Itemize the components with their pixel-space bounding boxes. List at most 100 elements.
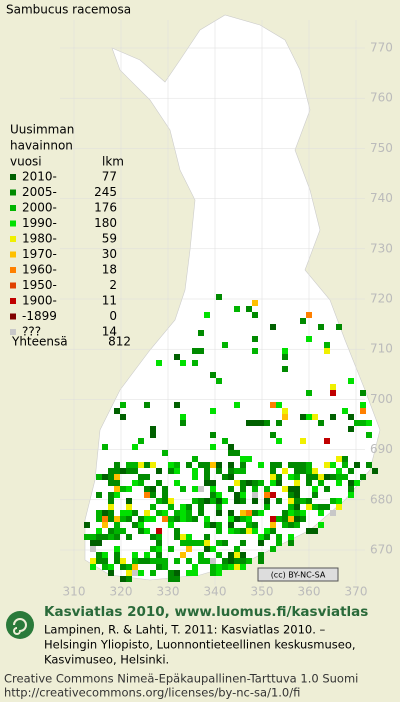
observation-square <box>264 492 270 498</box>
observation-square <box>210 558 216 564</box>
legend-swatch <box>10 282 16 289</box>
observation-square <box>252 348 258 354</box>
observation-square <box>312 504 318 510</box>
observation-square <box>192 456 198 462</box>
observation-square <box>156 534 162 540</box>
observation-square <box>144 486 150 492</box>
observation-square <box>192 570 198 576</box>
observation-square <box>240 468 246 474</box>
observation-square <box>294 516 300 522</box>
observation-square <box>258 552 264 558</box>
observation-square <box>240 516 246 522</box>
observation-square <box>270 432 276 438</box>
logo-spiral <box>13 618 27 635</box>
observation-square <box>210 564 216 570</box>
observation-square <box>330 390 336 396</box>
map-title: Sambucus racemosa <box>6 3 131 17</box>
observation-square <box>228 444 234 450</box>
observation-square <box>210 486 216 492</box>
legend-swatch <box>10 174 16 180</box>
observation-square <box>114 522 120 528</box>
observation-square <box>216 468 222 474</box>
observation-square <box>240 498 246 504</box>
observation-square <box>222 342 228 348</box>
observation-square <box>270 402 276 408</box>
observation-square <box>96 558 102 564</box>
observation-square <box>270 522 276 528</box>
observation-square <box>186 516 192 522</box>
observation-square <box>198 504 204 510</box>
observation-square <box>204 480 210 486</box>
observation-square <box>318 420 324 426</box>
observation-square <box>144 516 150 522</box>
observation-square <box>240 456 246 462</box>
observation-square <box>198 348 204 354</box>
observation-square <box>174 558 180 564</box>
observation-square <box>228 564 234 570</box>
observation-square <box>102 534 108 540</box>
observation-square <box>114 462 120 468</box>
observation-square <box>252 528 258 534</box>
observation-square <box>132 480 138 486</box>
observation-square <box>204 558 210 564</box>
observation-square <box>240 558 246 564</box>
observation-square <box>126 534 132 540</box>
footer-line: http://creativecommons.org/licenses/by-n… <box>4 686 300 700</box>
observation-square <box>246 510 252 516</box>
observation-square <box>216 570 222 576</box>
observation-square <box>234 468 240 474</box>
observation-square <box>102 474 108 480</box>
observation-square <box>144 462 150 468</box>
observation-square <box>204 474 210 480</box>
observation-square <box>126 468 132 474</box>
observation-square <box>150 534 156 540</box>
observation-square <box>162 450 168 456</box>
legend-swatch <box>10 298 16 304</box>
legend-label: 2010- <box>22 170 57 184</box>
observation-square <box>228 516 234 522</box>
observation-square <box>210 480 216 486</box>
observation-square <box>186 570 192 576</box>
observation-square <box>162 564 168 570</box>
observation-square <box>258 462 264 468</box>
observation-square <box>108 528 114 534</box>
legend-count: 245 <box>94 185 117 199</box>
logo-circle <box>6 611 34 639</box>
observation-square <box>162 510 168 516</box>
observation-square <box>252 522 258 528</box>
observation-square <box>330 414 336 420</box>
observation-square <box>288 522 294 528</box>
observation-square <box>210 570 216 576</box>
observation-square <box>114 474 120 480</box>
legend: Uusimman havainnon vuosi lkm 2010- 77 2005- 245… <box>10 123 131 349</box>
observation-square <box>108 480 114 486</box>
observation-square <box>276 474 282 480</box>
observation-square <box>102 522 108 528</box>
observation-square <box>258 420 264 426</box>
observation-square <box>246 522 252 528</box>
legend-swatch <box>10 189 16 196</box>
observation-square <box>234 492 240 498</box>
observation-square <box>336 456 342 462</box>
observation-square <box>270 324 276 330</box>
observation-square <box>168 576 174 582</box>
observation-square <box>210 522 216 528</box>
observation-square <box>162 558 168 564</box>
legend-count: 11 <box>102 294 117 308</box>
observation-square <box>132 462 138 468</box>
observation-square <box>168 504 174 510</box>
legend-swatch <box>10 220 16 227</box>
observation-square <box>114 408 120 414</box>
observation-square <box>108 468 114 474</box>
y-label: 730 <box>370 241 393 255</box>
observation-square <box>294 462 300 468</box>
observation-square <box>198 552 204 558</box>
observation-square <box>348 414 354 420</box>
observation-square <box>252 420 258 426</box>
observation-square <box>312 414 318 420</box>
license-badge: (cc) BY-NC-SA <box>257 567 339 582</box>
observation-square <box>186 540 192 546</box>
observation-square <box>300 462 306 468</box>
observation-square <box>210 492 216 498</box>
